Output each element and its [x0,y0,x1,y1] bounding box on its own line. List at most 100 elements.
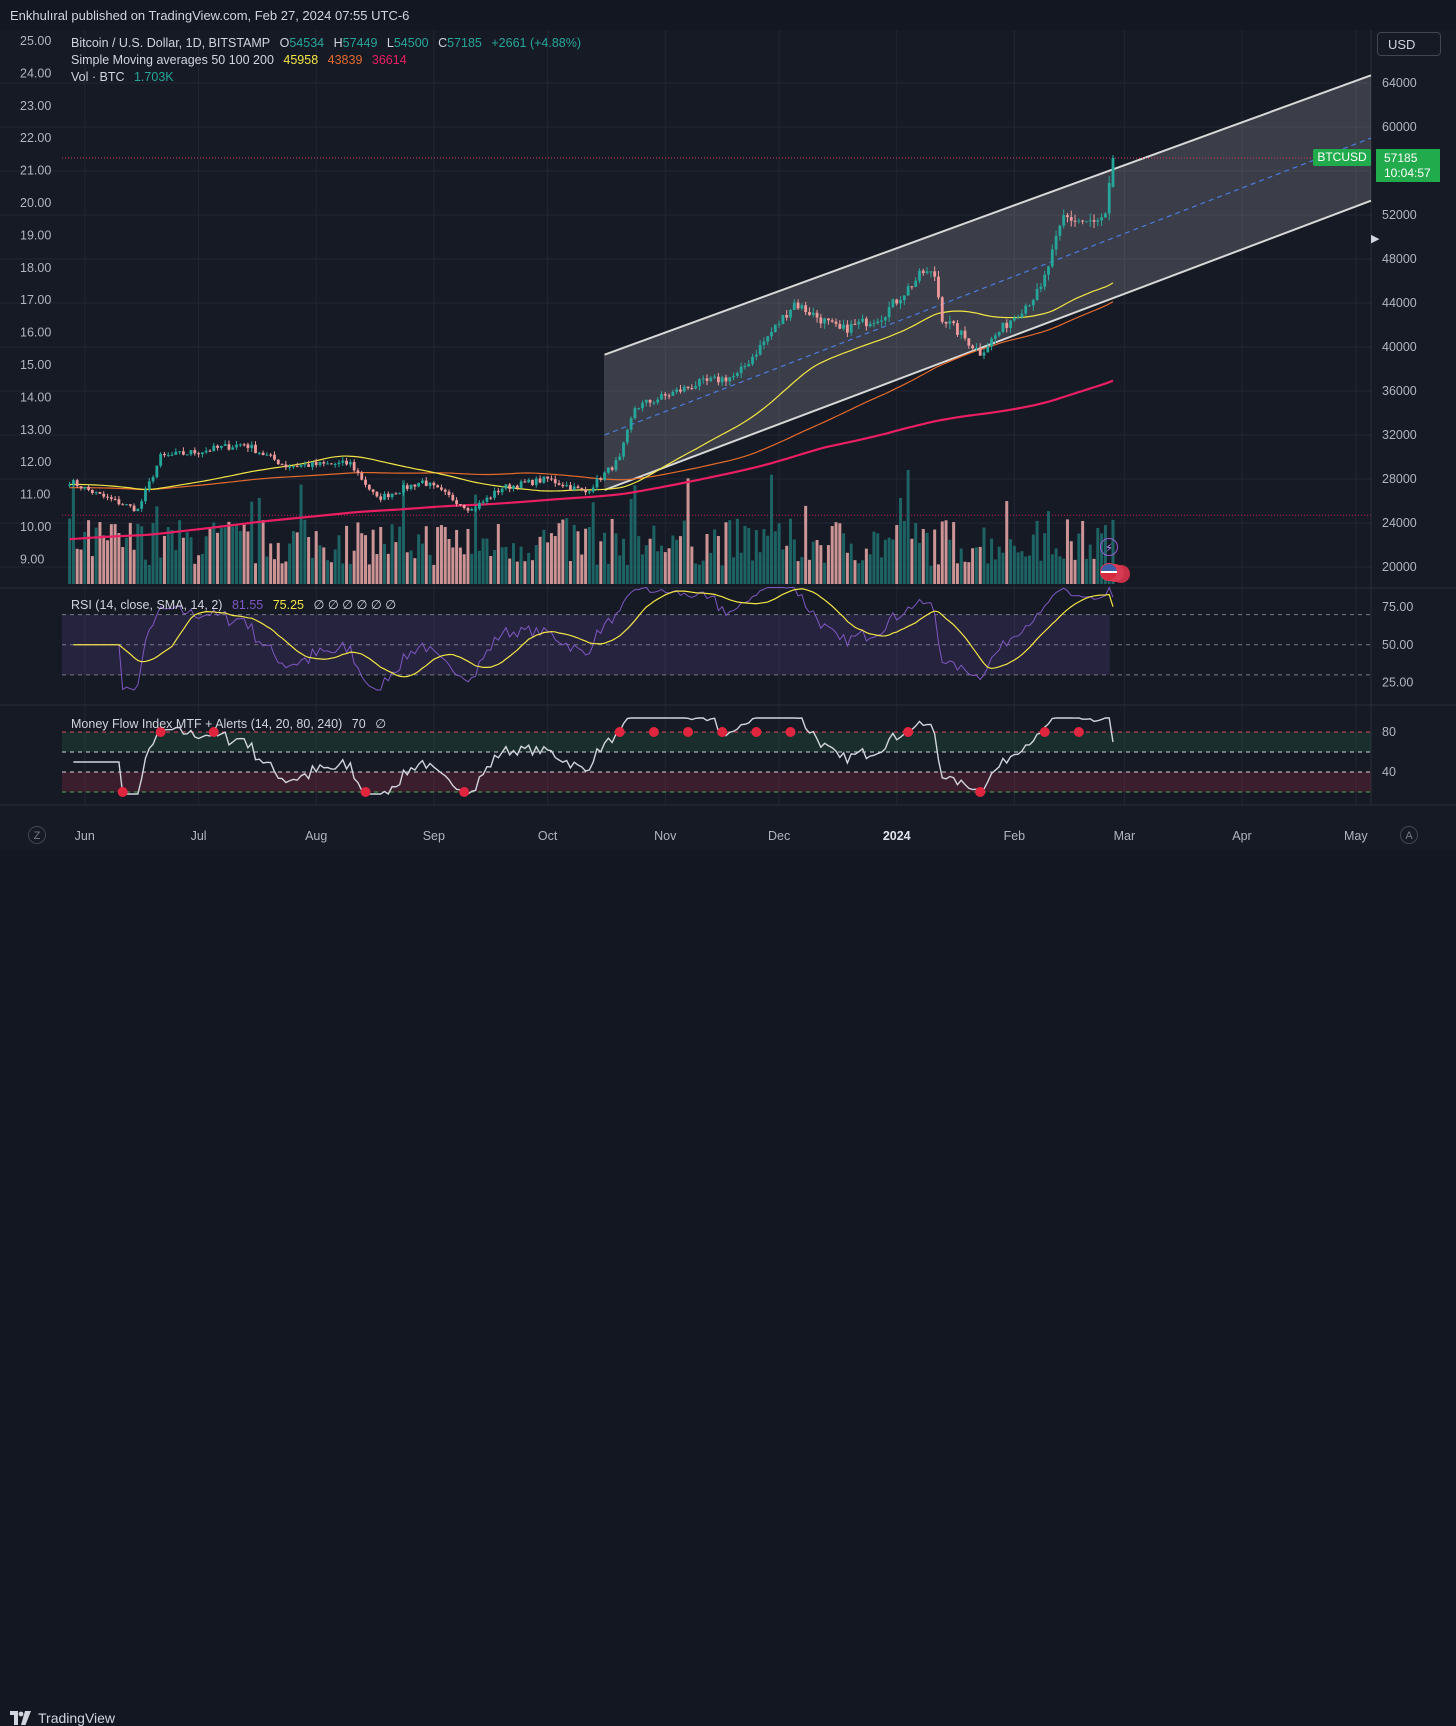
volume-bar [216,532,220,584]
volume-bar [477,550,481,584]
candle-body [800,305,804,309]
volume-bar [447,539,451,584]
candle-body [90,489,94,494]
left-axis-tick: 18.00 [20,261,51,275]
volume-bar [587,527,591,584]
candle-body [292,466,295,468]
candle-body [975,347,978,349]
scroll-right-arrow-icon[interactable]: ▶ [1371,233,1380,245]
volume-bar [401,480,405,584]
candle-body [789,309,792,318]
volume-bar [914,523,918,584]
candle-body [163,453,166,456]
sma100-line [69,301,1114,491]
candle-body [466,508,470,511]
candle-body [929,271,933,273]
rsi-sma-line [73,588,1114,678]
auto-scale-button[interactable]: A [1400,826,1418,844]
volume-bar [770,474,774,584]
currency-button[interactable]: USD [1377,32,1441,56]
mfi-alert-marker [459,787,470,797]
candle-body [883,317,887,321]
candle-body [519,481,523,489]
volume-bar [690,546,694,584]
zoom-corner-button[interactable]: Z [28,826,46,844]
alert-lightning-icon[interactable]: ⚡ [1100,538,1118,556]
candle-body [136,508,140,512]
volume-bar [800,557,804,584]
chart-svg[interactable]: 6400060000560005200048000440004000036000… [0,30,1456,850]
candle-body [303,464,307,466]
candle-body [371,489,375,492]
candle-body [720,377,724,383]
legend-vol-title: Vol · BTC [71,70,125,84]
candle-body [804,305,808,313]
candle-body [773,324,777,332]
volume-bar [272,559,276,584]
rsi-line [73,586,1114,691]
volume-bar [565,518,569,584]
candle-body [421,480,424,483]
legend-close: 57185 [447,36,482,50]
volume-bar [269,543,273,584]
tradingview-brand[interactable]: TradingView [10,1710,115,1726]
volume-bar [671,535,675,584]
candle-body [1035,288,1039,301]
candle-body [223,444,227,446]
candle-body [849,323,853,333]
volume-bar [219,527,223,584]
candle-body [546,476,550,479]
left-axis-tick: 21.00 [20,164,51,178]
volume-bar [159,557,163,584]
candle-body [633,408,637,419]
volume-bar [523,561,527,584]
economic-events-flag-icon[interactable] [1100,563,1134,583]
candle-body [125,504,128,506]
candle-body [1058,225,1062,236]
candle-body [618,456,622,461]
candle-body [500,488,504,493]
volume-bar [1050,554,1054,584]
legend-sma200: 36614 [371,53,407,67]
volume-bar [470,553,474,584]
zoom-corner-label: Z [33,830,41,842]
price-axis-tick: 32000 [1382,428,1417,442]
candle-body [990,338,993,347]
chart-area[interactable]: 6400060000560005200048000440004000036000… [0,30,1456,850]
volume-bar [246,531,250,584]
candle-body [428,482,432,486]
candle-body [637,408,641,410]
mfi-alert-marker [1073,727,1084,737]
candle-body [629,418,633,430]
candle-body [394,493,398,495]
mfi-oversold-zone [62,772,1371,792]
volume-bar [610,518,614,584]
candle-body [219,445,223,448]
candle-body [367,484,371,490]
candle-body [174,451,178,455]
price-axis-tick: 40000 [1382,340,1417,354]
volume-bar [641,554,645,584]
volume-bar [743,525,747,584]
volume-bar [538,536,542,584]
volume-bar [155,506,159,584]
volume-bar [534,545,538,584]
volume-bar [394,542,398,584]
volume-bar [98,522,102,584]
candle-body [682,386,686,392]
mfi-alert-marker [785,727,796,737]
volume-bar [959,548,963,584]
left-axis-tick: 13.00 [20,423,51,437]
volume-bar [735,518,739,584]
volume-bar [227,521,231,584]
candle-body [792,302,796,310]
volume-bar [739,552,743,584]
candle-body [880,320,883,322]
volume-bar [1069,541,1073,584]
time-axis-tick: Mar [1114,829,1136,843]
volume-bar [390,524,394,584]
candle-body [716,376,720,383]
volume-bar [68,518,72,584]
candle-body [652,402,656,404]
price-label-symbol: BTCUSD [1313,149,1371,166]
